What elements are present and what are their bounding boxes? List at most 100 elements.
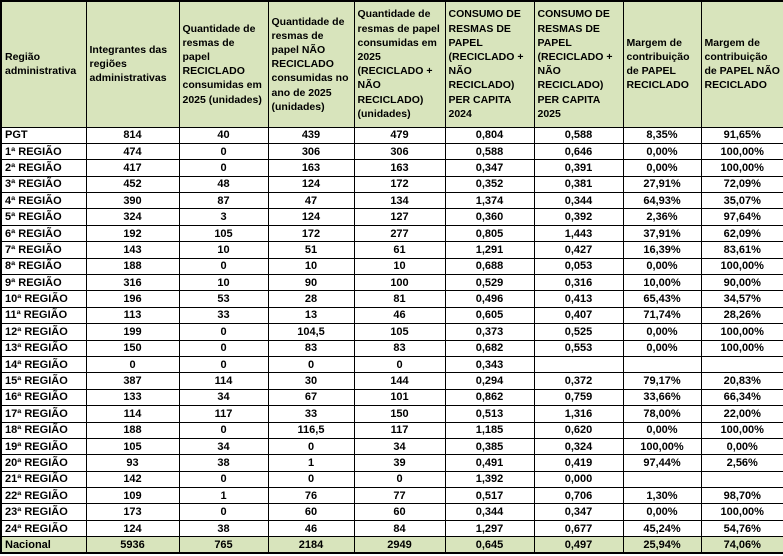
header-cell: Quantidade de resmas de papel RECICLADO … <box>178 0 269 128</box>
value-cell: 38 <box>178 519 269 538</box>
value-cell: 100,00% <box>700 421 783 439</box>
value-cell: 51 <box>267 241 355 259</box>
value-cell: 124 <box>267 175 355 194</box>
value-cell: 22,00% <box>700 405 783 423</box>
value-cell: 0,352 <box>444 175 535 194</box>
table-row: 24ª REGIÃO 124 38 46 84 1,297 0,677 45,24% 54,76… <box>0 519 783 538</box>
region-cell: 3ª REGIÃO <box>0 175 87 194</box>
value-cell: 150 <box>353 405 446 423</box>
region-cell: 20ª REGIÃO <box>0 454 87 472</box>
value-cell: 5936 <box>85 536 180 554</box>
value-cell: 0 <box>267 437 355 456</box>
value-cell: 84 <box>353 519 446 538</box>
value-cell: 83 <box>353 339 446 357</box>
value-cell: 1 <box>178 487 269 505</box>
region-cell: 13ª REGIÃO <box>0 339 87 357</box>
region-cell: 6ª REGIÃO <box>0 224 87 243</box>
value-cell: 33,66% <box>622 388 702 407</box>
value-cell: 2,36% <box>622 208 702 226</box>
footer-row-nacional: Nacional 5936 765 2184 2949 0,645 0,497 25,94% 7… <box>0 536 783 554</box>
value-cell: 90,00% <box>700 274 783 292</box>
value-cell: 28,26% <box>700 306 783 325</box>
region-cell: 1ª REGIÃO <box>0 142 87 161</box>
value-cell: 0,00% <box>622 421 702 439</box>
value-cell: 1,297 <box>444 519 535 538</box>
value-cell: 0,419 <box>533 454 624 472</box>
value-cell: 98,70% <box>700 487 783 505</box>
value-cell: 114 <box>178 372 269 390</box>
value-cell: 0 <box>178 355 269 374</box>
value-cell: 150 <box>85 339 180 357</box>
value-cell: 439 <box>267 126 355 144</box>
value-cell: 163 <box>353 159 446 177</box>
table-row: 6ª REGIÃO 192 105 172 277 0,805 1,443 37,91% 62,… <box>0 224 783 243</box>
table-row: 20ª REGIÃO 93 38 1 39 0,491 0,419 97,44% 2,56% <box>0 454 783 472</box>
region-cell: 17ª REGIÃO <box>0 405 87 423</box>
value-cell: 10 <box>178 241 269 259</box>
table-row: 7ª REGIÃO 143 10 51 61 1,291 0,427 16,39% 83,61% <box>0 241 783 259</box>
table-row: 1ª REGIÃO 474 0 306 306 0,588 0,646 0,00% 100,00… <box>0 142 783 161</box>
value-cell: 188 <box>85 421 180 439</box>
value-cell: 0,427 <box>533 241 624 259</box>
region-cell: 15ª REGIÃO <box>0 372 87 390</box>
value-cell: 2949 <box>353 536 446 554</box>
table-row: 2ª REGIÃO 417 0 163 163 0,347 0,391 0,00% 100,00… <box>0 159 783 177</box>
value-cell: 0,360 <box>444 208 535 226</box>
region-cell: 14ª REGIÃO <box>0 355 87 374</box>
value-cell: 0,00% <box>700 437 783 456</box>
value-cell: 113 <box>85 306 180 325</box>
value-cell: 0,605 <box>444 306 535 325</box>
value-cell: 0,588 <box>533 126 624 144</box>
table-body: PGT 814 40 439 479 0,804 0,588 8,35% 91,65% 1ª RE… <box>0 126 783 554</box>
value-cell: 277 <box>353 224 446 243</box>
region-cell: PGT <box>0 126 87 144</box>
value-cell: 76 <box>267 487 355 505</box>
value-cell: 97,64% <box>700 208 783 226</box>
value-cell: 46 <box>267 519 355 538</box>
value-cell: 77 <box>353 487 446 505</box>
value-cell: 0,000 <box>533 470 624 489</box>
header-cell: Margem de contribuição de PAPEL NÃO RECI… <box>700 0 783 128</box>
table-row: 15ª REGIÃO 387 114 30 144 0,294 0,372 79,17% 20,… <box>0 372 783 390</box>
value-cell: 1,30% <box>622 487 702 505</box>
value-cell <box>622 470 702 489</box>
value-cell: 163 <box>267 159 355 177</box>
value-cell: 0 <box>178 421 269 439</box>
region-cell: 16ª REGIÃO <box>0 388 87 407</box>
value-cell: 0,053 <box>533 257 624 276</box>
value-cell: 0,804 <box>444 126 535 144</box>
value-cell: 100,00% <box>700 339 783 357</box>
value-cell: 0 <box>178 323 269 341</box>
value-cell: 54,76% <box>700 519 783 538</box>
table-row: PGT 814 40 439 479 0,804 0,588 8,35% 91,65% <box>0 126 783 144</box>
value-cell: 0,381 <box>533 175 624 194</box>
value-cell: 0 <box>353 355 446 374</box>
header-row: Região administrativa Integrantes das reg… <box>0 0 783 128</box>
value-cell: 479 <box>353 126 446 144</box>
value-cell: 0,706 <box>533 487 624 505</box>
table-row: 19ª REGIÃO 105 34 0 34 0,385 0,324 100,00% 0,00% <box>0 437 783 456</box>
value-cell: 127 <box>353 208 446 226</box>
header-cell: Quantidade de resmas de papel NÃO RECICL… <box>267 0 355 128</box>
value-cell: 306 <box>353 142 446 161</box>
value-cell: 114 <box>85 405 180 423</box>
value-cell: 104,5 <box>267 323 355 341</box>
value-cell: 0,00% <box>622 159 702 177</box>
region-cell: 12ª REGIÃO <box>0 323 87 341</box>
value-cell: 91,65% <box>700 126 783 144</box>
value-cell: 117 <box>353 421 446 439</box>
value-cell: 172 <box>353 175 446 194</box>
value-cell: 8,35% <box>622 126 702 144</box>
table-row: 18ª REGIÃO 188 0 116,5 117 1,185 0,620 0,00% 100… <box>0 421 783 439</box>
value-cell: 0,343 <box>444 355 535 374</box>
value-cell: 90 <box>267 274 355 292</box>
header-cell: Região administrativa <box>0 0 87 128</box>
value-cell: 0 <box>178 257 269 276</box>
value-cell: 0,688 <box>444 257 535 276</box>
region-cell: 22ª REGIÃO <box>0 487 87 505</box>
header-cell: Margem de contribuição de PAPEL RECICLAD… <box>622 0 702 128</box>
value-cell: 0,517 <box>444 487 535 505</box>
value-cell: 16,39% <box>622 241 702 259</box>
value-cell: 62,09% <box>700 224 783 243</box>
value-cell: 1,392 <box>444 470 535 489</box>
